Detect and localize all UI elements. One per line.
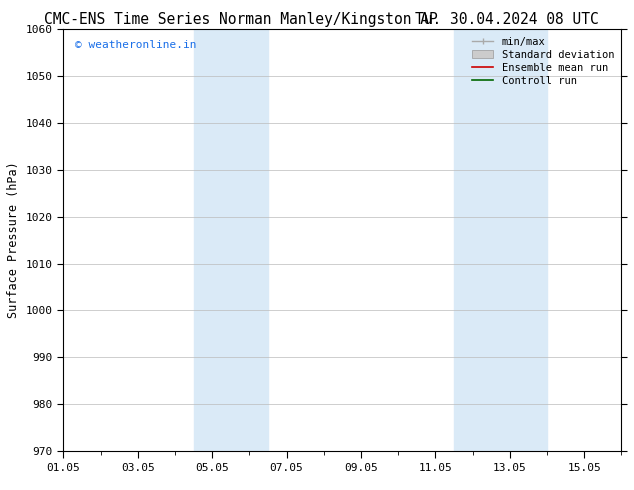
Bar xyxy=(454,29,547,451)
Legend: min/max, Standard deviation, Ensemble mean run, Controll run: min/max, Standard deviation, Ensemble me… xyxy=(470,35,616,88)
Bar xyxy=(193,29,268,451)
Text: Tu. 30.04.2024 08 UTC: Tu. 30.04.2024 08 UTC xyxy=(415,12,599,27)
Y-axis label: Surface Pressure (hPa): Surface Pressure (hPa) xyxy=(8,162,20,318)
Text: CMC-ENS Time Series Norman Manley/Kingston AP: CMC-ENS Time Series Norman Manley/Kingst… xyxy=(44,12,438,27)
Text: © weatheronline.in: © weatheronline.in xyxy=(75,40,196,50)
